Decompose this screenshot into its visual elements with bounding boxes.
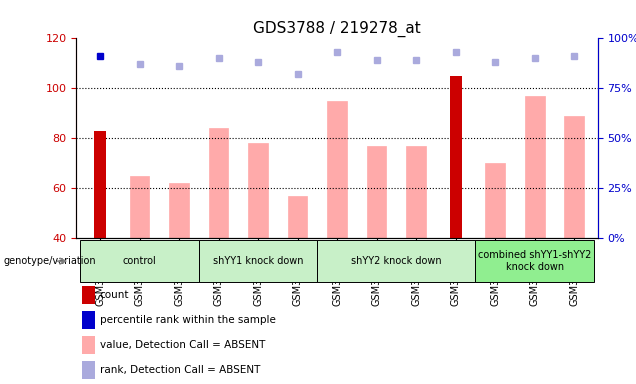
- Bar: [406, 146, 426, 238]
- Bar: [450, 76, 462, 238]
- Bar: [564, 116, 584, 238]
- Title: GDS3788 / 219278_at: GDS3788 / 219278_at: [253, 21, 421, 37]
- Bar: [287, 195, 307, 238]
- Bar: [169, 183, 189, 238]
- FancyBboxPatch shape: [199, 240, 317, 282]
- Bar: [367, 146, 387, 238]
- Text: genotype/variation: genotype/variation: [4, 256, 97, 266]
- Bar: [94, 131, 106, 238]
- FancyBboxPatch shape: [80, 240, 199, 282]
- Bar: [81, 311, 95, 329]
- Bar: [130, 176, 149, 238]
- Text: percentile rank within the sample: percentile rank within the sample: [100, 315, 275, 325]
- Text: combined shYY1-shYY2
knock down: combined shYY1-shYY2 knock down: [478, 250, 591, 272]
- Text: count: count: [100, 290, 129, 300]
- Text: value, Detection Call = ABSENT: value, Detection Call = ABSENT: [100, 340, 265, 350]
- Bar: [81, 286, 95, 304]
- Bar: [81, 361, 95, 379]
- FancyBboxPatch shape: [317, 240, 475, 282]
- Bar: [81, 336, 95, 354]
- Text: shYY2 knock down: shYY2 knock down: [351, 256, 441, 266]
- Bar: [485, 163, 505, 238]
- Text: control: control: [123, 256, 156, 266]
- Bar: [327, 101, 347, 238]
- FancyBboxPatch shape: [475, 240, 594, 282]
- Text: shYY1 knock down: shYY1 knock down: [213, 256, 303, 266]
- Bar: [248, 143, 268, 238]
- Text: rank, Detection Call = ABSENT: rank, Detection Call = ABSENT: [100, 365, 260, 375]
- Bar: [209, 128, 228, 238]
- Bar: [525, 96, 544, 238]
